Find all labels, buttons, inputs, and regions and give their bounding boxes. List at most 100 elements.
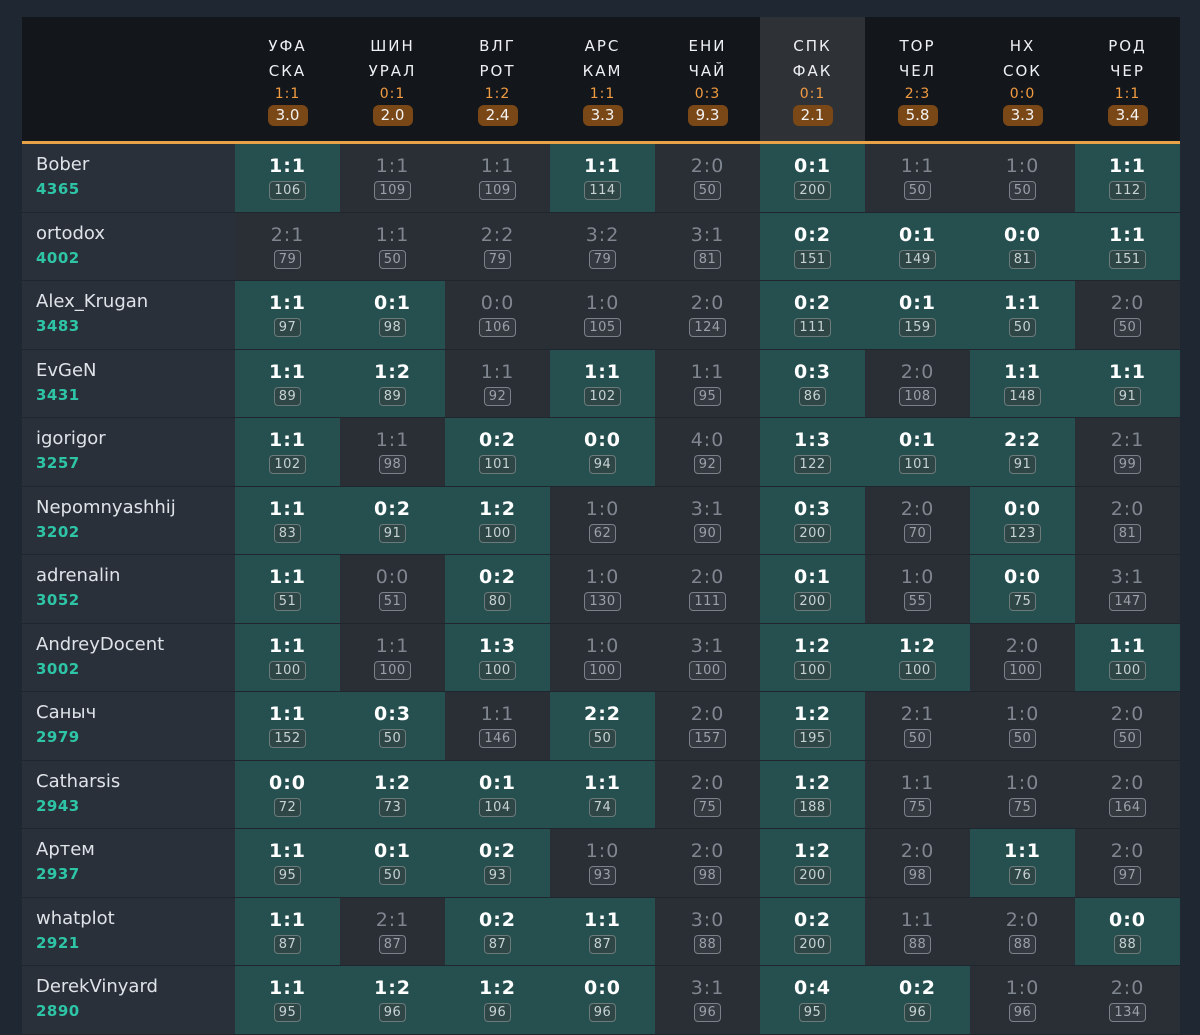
player-name[interactable]: igorigor — [36, 428, 106, 449]
match-header-8[interactable]: РОД ЧЕР 1:1 3.4 — [1075, 17, 1180, 141]
prediction-cell: 1:2 195 — [760, 692, 865, 760]
player-cell[interactable]: Саныч 2979 — [22, 692, 235, 760]
table-row: Артем 2937 1:1 95 0:1 50 0:2 93 1:0 93 2:0 98 1:2 200… — [22, 829, 1180, 898]
player-name[interactable]: DerekVinyard — [36, 976, 158, 997]
player-cell[interactable]: AndreyDocent 3002 — [22, 623, 235, 691]
match-header-2[interactable]: ВЛГ РОТ 1:2 2.4 — [445, 17, 550, 141]
player-cell[interactable]: DerekVinyard 2890 — [22, 966, 235, 1034]
predicted-score: 1:1 — [1003, 840, 1042, 862]
predicted-score: 1:1 — [900, 771, 935, 794]
prediction-cell: 0:4 95 — [760, 966, 865, 1034]
player-cell[interactable]: igorigor 3257 — [22, 418, 235, 486]
player-cell[interactable]: ortodox 4002 — [22, 212, 235, 280]
match-result: 1:1 — [589, 86, 616, 102]
match-header-7[interactable]: НХ СОК 0:0 3.3 — [970, 17, 1075, 141]
home-team: СПК — [793, 37, 832, 55]
points-badge: 96 — [693, 1003, 722, 1022]
match-result: 1:2 — [484, 86, 511, 102]
predicted-score: 1:1 — [1108, 223, 1147, 246]
player-name[interactable]: Alex_Krugan — [36, 291, 149, 312]
prediction-cell: 1:0 130 — [550, 555, 655, 623]
points-badge: 50 — [1113, 318, 1142, 337]
match-header-4[interactable]: ЕНИ ЧАЙ 0:3 9.3 — [655, 17, 760, 141]
match-header-1[interactable]: ШИН УРАЛ 0:1 2.0 — [340, 17, 445, 141]
prediction-cell: 2:0 70 — [865, 486, 970, 554]
prediction-cell: 1:1 87 — [235, 897, 340, 965]
predicted-score: 2:0 — [1110, 771, 1145, 794]
player-name[interactable]: Nepomnyashhij — [36, 496, 176, 518]
predicted-score: 1:3 — [478, 634, 517, 657]
player-cell[interactable]: Артем 2937 — [22, 829, 235, 897]
player-total-score: 2921 — [36, 933, 80, 952]
player-cell[interactable]: whatplot 2921 — [22, 897, 235, 965]
predicted-score: 2:0 — [690, 703, 725, 725]
player-name[interactable]: Саныч — [36, 702, 97, 723]
player-name[interactable]: adrenalin — [36, 565, 121, 586]
table-row: EvGeN 3431 1:1 89 1:2 89 1:1 92 1:1 102 1:1 95 0:3 86… — [22, 349, 1180, 418]
predicted-score: 4:0 — [690, 429, 725, 451]
match-result: 0:3 — [694, 86, 721, 102]
match-header-3[interactable]: АРС КАМ 1:1 3.3 — [550, 17, 655, 141]
player-name[interactable]: ortodox — [36, 222, 106, 244]
player-cell[interactable]: Bober 4365 — [22, 144, 235, 212]
predicted-score: 1:1 — [480, 360, 515, 383]
player-cell[interactable]: adrenalin 3052 — [22, 555, 235, 623]
prediction-cell: 0:1 50 — [340, 829, 445, 897]
prediction-cell: 2:0 98 — [865, 829, 970, 897]
points-badge: 100 — [374, 660, 411, 680]
prediction-cell: 1:2 100 — [865, 623, 970, 691]
predicted-score: 1:1 — [480, 155, 515, 177]
table-row: Саныч 2979 1:1 152 0:3 50 1:1 146 2:2 50 2:0 157 1:2… — [22, 692, 1180, 761]
player-cell[interactable]: Alex_Krugan 3483 — [22, 281, 235, 349]
player-total-score: 3431 — [36, 385, 80, 404]
prediction-cell: 2:0 75 — [655, 760, 760, 828]
player-name[interactable]: Артем — [36, 839, 95, 860]
prediction-cell: 1:2 100 — [445, 486, 550, 554]
prediction-cell: 0:3 86 — [760, 349, 865, 417]
predicted-score: 0:1 — [373, 840, 412, 862]
predicted-score: 0:2 — [478, 566, 517, 588]
prediction-cell: 1:1 95 — [235, 966, 340, 1034]
predicted-score: 2:2 — [1003, 429, 1042, 451]
prediction-cell: 1:0 62 — [550, 486, 655, 554]
player-cell[interactable]: Nepomnyashhij 3202 — [22, 486, 235, 554]
prediction-cell: 1:1 152 — [235, 692, 340, 760]
match-header-0[interactable]: УФА СКА 1:1 3.0 — [235, 17, 340, 141]
prediction-cell: 1:2 200 — [760, 829, 865, 897]
prediction-cell: 3:1 96 — [655, 966, 760, 1034]
match-header-6[interactable]: ТОР ЧЕЛ 2:3 5.8 — [865, 17, 970, 141]
player-cell[interactable]: Catharsis 2943 — [22, 760, 235, 828]
player-name[interactable]: AndreyDocent — [36, 633, 165, 655]
points-badge: 51 — [273, 592, 302, 611]
prediction-cell: 2:0 50 — [1075, 692, 1180, 760]
predicted-score: 1:1 — [268, 703, 307, 725]
player-name[interactable]: Catharsis — [36, 770, 121, 792]
points-badge: 51 — [378, 592, 407, 611]
match-header-5[interactable]: СПК ФАК 0:1 2.1 — [760, 17, 865, 141]
player-name[interactable]: whatplot — [36, 907, 115, 929]
points-badge: 108 — [899, 386, 936, 406]
points-badge: 164 — [1109, 797, 1146, 817]
points-badge: 112 — [1109, 181, 1146, 200]
prediction-cell: 0:2 91 — [340, 486, 445, 554]
prediction-cell: 0:2 87 — [445, 897, 550, 965]
prediction-cell: 1:1 106 — [235, 144, 340, 212]
prediction-cell: 1:1 100 — [340, 623, 445, 691]
predicted-score: 0:0 — [268, 771, 307, 794]
points-badge: 97 — [1113, 866, 1142, 885]
points-badge: 79 — [273, 249, 302, 269]
prediction-cell: 0:1 104 — [445, 760, 550, 828]
predicted-score: 1:2 — [373, 977, 412, 999]
points-badge: 104 — [479, 797, 516, 817]
points-badge: 92 — [693, 455, 722, 474]
player-name[interactable]: Bober — [36, 154, 90, 175]
points-badge: 99 — [1113, 455, 1142, 474]
player-name[interactable]: EvGeN — [36, 359, 97, 381]
player-cell[interactable]: EvGeN 3431 — [22, 349, 235, 417]
predicted-score: 0:1 — [793, 155, 832, 177]
away-team: ЧАЙ — [688, 62, 727, 80]
match-result: 0:1 — [799, 86, 826, 102]
home-team: АРС — [584, 37, 621, 55]
predicted-score: 1:1 — [375, 429, 410, 451]
predicted-score: 0:0 — [1003, 223, 1042, 246]
